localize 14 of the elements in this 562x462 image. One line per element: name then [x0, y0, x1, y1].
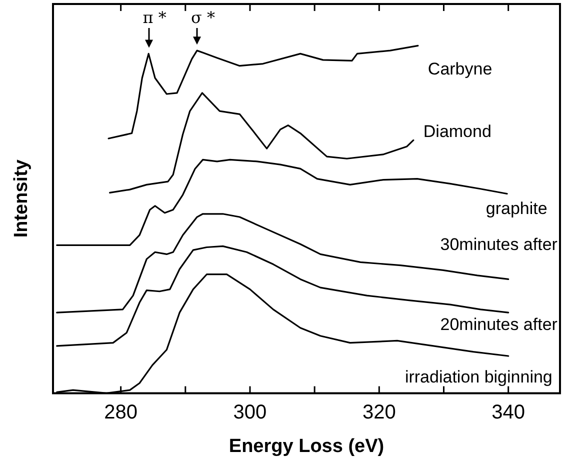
x-tick-label: 340: [492, 402, 526, 424]
x-tick-label: 280: [104, 402, 138, 424]
y-axis-title: Intensity: [11, 159, 32, 238]
x-axis-title: Energy Loss (eV): [228, 436, 384, 457]
series-label: 20minutes after: [440, 315, 558, 334]
series-label: 30minutes after: [440, 234, 558, 254]
x-tick-label: 300: [233, 402, 267, 424]
series-label: irradiation biginning: [404, 367, 552, 386]
series-label: Diamond: [423, 122, 492, 141]
annotation: π *: [142, 8, 166, 28]
series-label: Carbyne: [428, 59, 492, 78]
series-label: graphite: [486, 199, 548, 218]
x-tick-label: 320: [362, 402, 396, 424]
annotation: σ *: [191, 8, 216, 28]
